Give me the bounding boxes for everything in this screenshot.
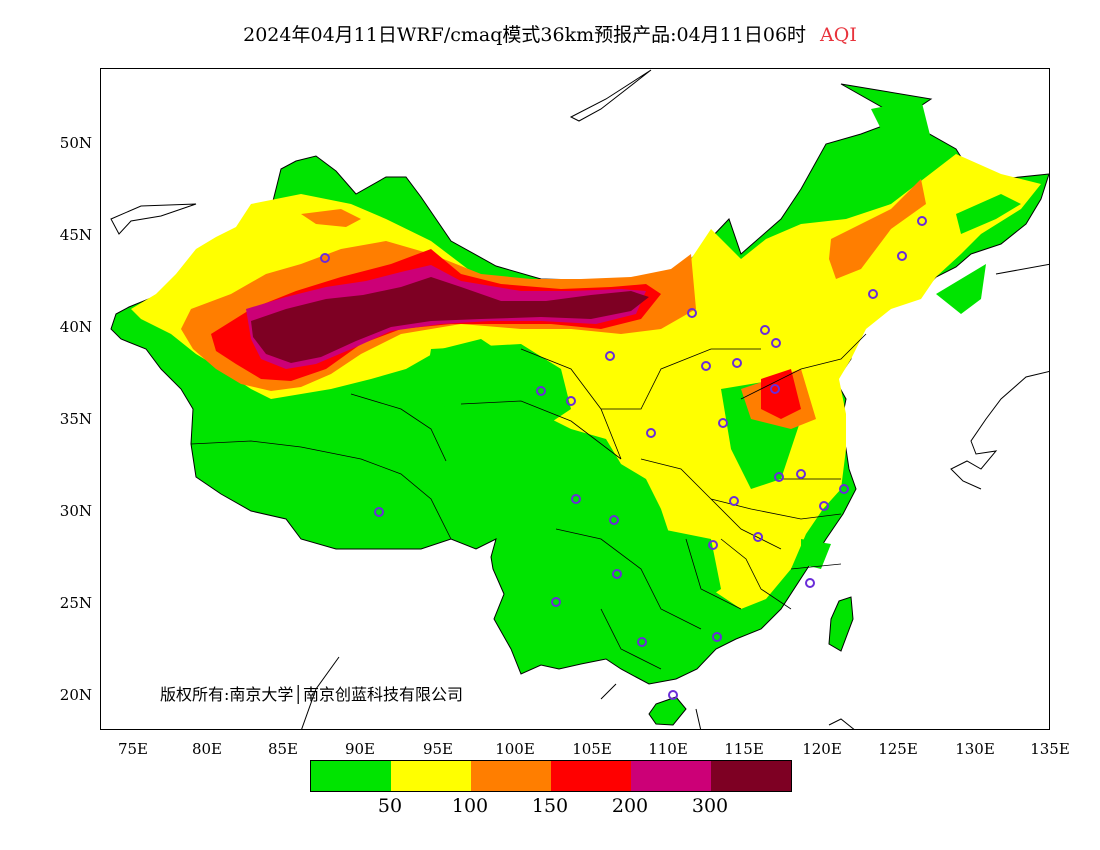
lat-tick-30n: 30N <box>59 502 92 520</box>
map-title: 2024年04月11日WRF/cmaq模式36km预报产品:04月11日06时 A… <box>0 20 1100 47</box>
lon-tick-90e: 90E <box>344 740 376 758</box>
lon-tick-110e: 110E <box>648 740 688 758</box>
lat-tick-40n: 40N <box>59 318 92 336</box>
lon-tick-120e: 120E <box>802 740 842 758</box>
lat-tick-25n: 25N <box>59 594 92 612</box>
lon-tick-85e: 85E <box>267 740 299 758</box>
title-variable: AQI <box>820 24 857 46</box>
legend-tick-200: 200 <box>611 795 649 817</box>
map-frame <box>100 68 1050 730</box>
lon-tick-125e: 125E <box>878 740 918 758</box>
lat-tick-50n: 50N <box>59 134 92 152</box>
legend-swatch-moderate <box>391 761 471 791</box>
lon-tick-95e: 95E <box>422 740 454 758</box>
province-borders <box>190 333 867 670</box>
legend-tick-100: 100 <box>451 795 489 817</box>
legend-tick-300: 300 <box>691 795 729 817</box>
lon-tick-80e: 80E <box>191 740 223 758</box>
legend-swatch-usg <box>471 761 551 791</box>
coastline-neighbors <box>110 69 1049 729</box>
region-good-pockets <box>426 99 1021 609</box>
lat-tick-45n: 45N <box>59 226 92 244</box>
island-taiwan <box>828 596 854 652</box>
lon-tick-100e: 100E <box>495 740 535 758</box>
legend-swatch-unhealthy <box>551 761 631 791</box>
lon-tick-115e: 115E <box>724 740 764 758</box>
legend-swatch-very-unhealthy <box>631 761 711 791</box>
legend-tick-50: 50 <box>377 795 403 817</box>
lat-tick-20n: 20N <box>59 686 92 704</box>
station-markers <box>320 216 927 700</box>
aqi-map <box>110 69 1049 729</box>
aqi-legend-bar <box>310 760 792 792</box>
lon-tick-130e: 130E <box>955 740 995 758</box>
island-hainan <box>648 696 687 726</box>
title-text: 2024年04月11日WRF/cmaq模式36km预报产品:04月11日06时 <box>243 24 807 46</box>
lon-tick-75e: 75E <box>117 740 149 758</box>
region-hazardous <box>251 277 649 363</box>
copyright-notice: 版权所有:南京大学│南京创蓝科技有限公司 <box>160 685 464 704</box>
lon-tick-105e: 105E <box>572 740 612 758</box>
lon-tick-135e: 135E <box>1030 740 1070 758</box>
legend-swatch-good <box>311 761 391 791</box>
lat-tick-35n: 35N <box>59 410 92 428</box>
legend-swatch-hazardous <box>711 761 791 791</box>
legend-tick-150: 150 <box>531 795 569 817</box>
